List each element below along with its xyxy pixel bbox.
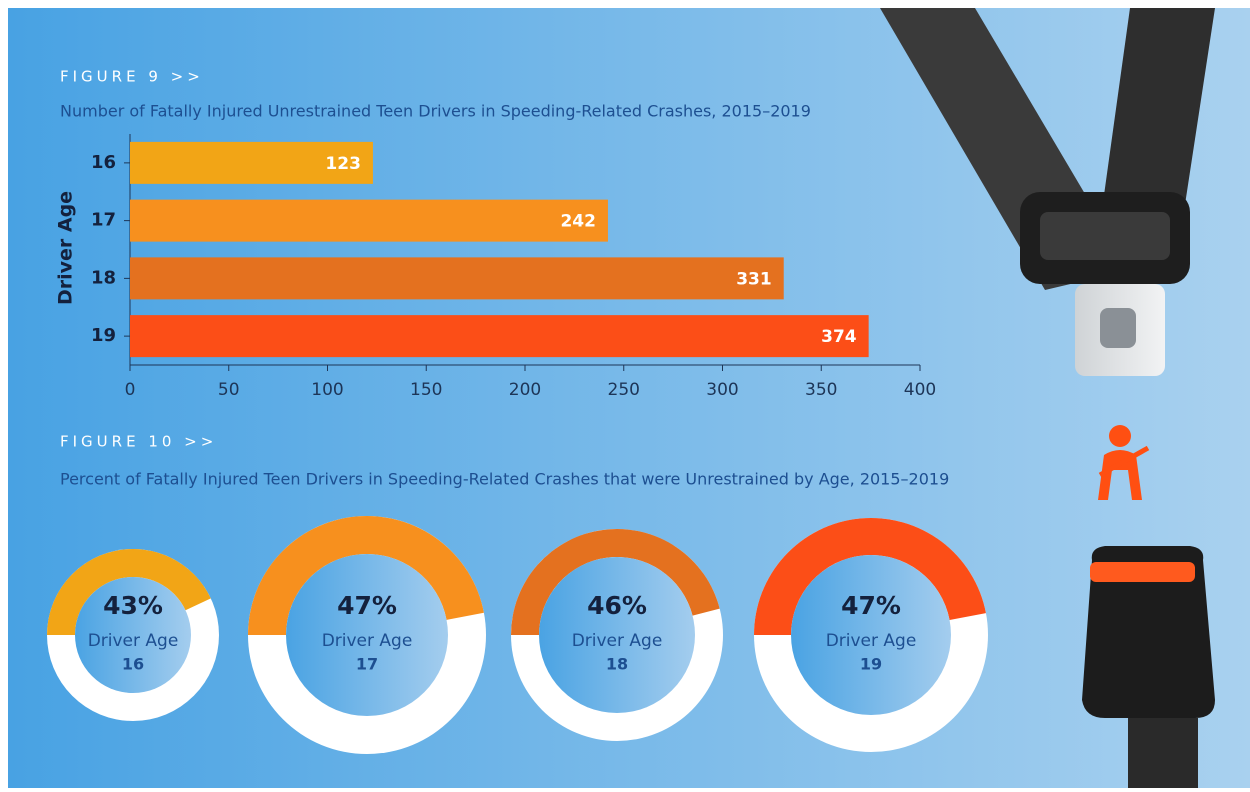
y-tick-label: 19 (91, 325, 116, 346)
category-label: 18 (606, 655, 628, 674)
center-label: Driver Age (322, 631, 413, 651)
seatbelt-decoration (880, 8, 1215, 788)
value-label: 47% (841, 591, 901, 620)
bar (130, 199, 608, 242)
x-tick-label: 400 (904, 380, 936, 400)
value-label: 331 (736, 269, 772, 289)
value-label: 123 (325, 154, 361, 174)
donut-arc (47, 549, 211, 635)
x-tick-label: 150 (410, 380, 442, 400)
bar (130, 315, 869, 358)
y-tick-label: 16 (91, 152, 116, 173)
bar (130, 257, 784, 300)
category-label: 16 (122, 655, 144, 674)
value-label: 43% (103, 591, 163, 620)
x-tick-label: 50 (218, 380, 240, 400)
x-tick-label: 250 (608, 380, 640, 400)
y-tick-label: 18 (91, 267, 116, 288)
value-label: 47% (337, 591, 397, 620)
center-label: Driver Age (572, 631, 663, 651)
x-tick-label: 350 (805, 380, 837, 400)
figure-label: FIGURE 10 >> (60, 433, 217, 451)
value-label: 374 (821, 327, 857, 347)
center-label: Driver Age (826, 631, 917, 651)
donut-arc (511, 529, 720, 635)
center-label: Driver Age (88, 631, 179, 651)
x-tick-label: 200 (509, 380, 541, 400)
donut-center (791, 555, 951, 715)
chart-title: Number of Fatally Injured Unrestrained T… (60, 102, 811, 121)
category-label: 19 (860, 655, 882, 674)
donut-arc (754, 517, 986, 635)
bar (130, 141, 373, 184)
donut-center (286, 554, 448, 716)
chart-title: Percent of Fatally Injured Teen Drivers … (60, 470, 949, 489)
y-tick-label: 17 (91, 210, 116, 231)
category-label: 17 (356, 655, 378, 674)
donut-center (75, 577, 191, 693)
y-axis-label: Driver Age (55, 191, 77, 305)
donut-arc (248, 516, 484, 635)
figure-label: FIGURE 9 >> (60, 68, 204, 86)
x-tick-label: 300 (706, 380, 738, 400)
donut-center (539, 557, 695, 713)
x-tick-label: 0 (125, 380, 136, 400)
x-tick-label: 100 (311, 380, 343, 400)
value-label: 46% (587, 591, 647, 620)
value-label: 242 (560, 212, 596, 232)
